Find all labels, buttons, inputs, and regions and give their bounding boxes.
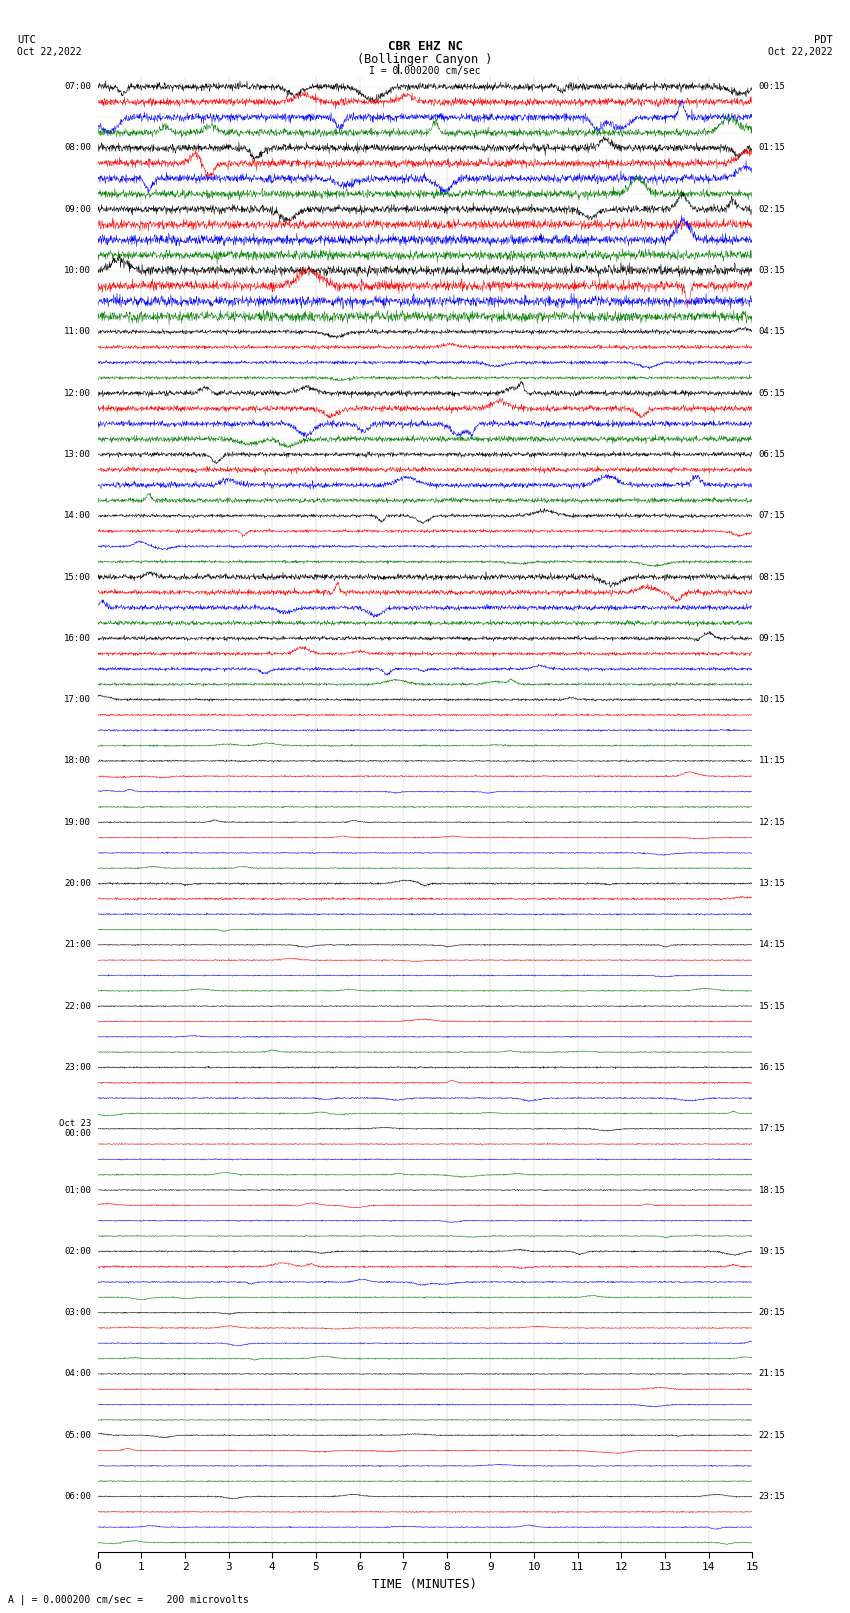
Text: 20:15: 20:15 (759, 1308, 785, 1318)
Text: 21:00: 21:00 (65, 940, 91, 950)
Text: 16:15: 16:15 (759, 1063, 785, 1073)
Text: 15:15: 15:15 (759, 1002, 785, 1011)
Text: 22:15: 22:15 (759, 1431, 785, 1440)
Text: 16:00: 16:00 (65, 634, 91, 644)
Text: 02:00: 02:00 (65, 1247, 91, 1257)
Text: PDT: PDT (814, 35, 833, 45)
Text: 12:00: 12:00 (65, 389, 91, 398)
Text: 17:00: 17:00 (65, 695, 91, 705)
Text: 12:15: 12:15 (759, 818, 785, 827)
Text: 08:00: 08:00 (65, 144, 91, 152)
Text: 23:00: 23:00 (65, 1063, 91, 1073)
Text: 05:15: 05:15 (759, 389, 785, 398)
Text: UTC: UTC (17, 35, 36, 45)
Text: I = 0.000200 cm/sec: I = 0.000200 cm/sec (369, 66, 481, 76)
Text: 17:15: 17:15 (759, 1124, 785, 1134)
Text: 21:15: 21:15 (759, 1369, 785, 1379)
Text: 01:00: 01:00 (65, 1186, 91, 1195)
Text: 09:00: 09:00 (65, 205, 91, 213)
Text: 09:15: 09:15 (759, 634, 785, 644)
Text: Oct 22,2022: Oct 22,2022 (17, 47, 82, 56)
Text: 15:00: 15:00 (65, 573, 91, 582)
Text: 02:15: 02:15 (759, 205, 785, 213)
Text: CBR EHZ NC: CBR EHZ NC (388, 40, 462, 53)
Text: 03:00: 03:00 (65, 1308, 91, 1318)
Text: 04:00: 04:00 (65, 1369, 91, 1379)
Text: 11:00: 11:00 (65, 327, 91, 337)
Text: 05:00: 05:00 (65, 1431, 91, 1440)
Text: 10:15: 10:15 (759, 695, 785, 705)
Text: 13:00: 13:00 (65, 450, 91, 460)
Text: 18:00: 18:00 (65, 756, 91, 766)
Text: 00:15: 00:15 (759, 82, 785, 90)
Text: 03:15: 03:15 (759, 266, 785, 276)
Text: Oct 22,2022: Oct 22,2022 (768, 47, 833, 56)
X-axis label: TIME (MINUTES): TIME (MINUTES) (372, 1578, 478, 1590)
Text: Oct 23
00:00: Oct 23 00:00 (59, 1119, 91, 1139)
Text: 14:15: 14:15 (759, 940, 785, 950)
Text: 22:00: 22:00 (65, 1002, 91, 1011)
Text: 06:00: 06:00 (65, 1492, 91, 1502)
Text: 18:15: 18:15 (759, 1186, 785, 1195)
Text: 20:00: 20:00 (65, 879, 91, 889)
Text: 08:15: 08:15 (759, 573, 785, 582)
Text: 07:00: 07:00 (65, 82, 91, 90)
Text: 11:15: 11:15 (759, 756, 785, 766)
Text: 01:15: 01:15 (759, 144, 785, 152)
Text: 23:15: 23:15 (759, 1492, 785, 1502)
Text: A | = 0.000200 cm/sec =    200 microvolts: A | = 0.000200 cm/sec = 200 microvolts (8, 1594, 249, 1605)
Text: 04:15: 04:15 (759, 327, 785, 337)
Text: (Bollinger Canyon ): (Bollinger Canyon ) (357, 53, 493, 66)
Text: 13:15: 13:15 (759, 879, 785, 889)
Text: 07:15: 07:15 (759, 511, 785, 521)
Text: 19:00: 19:00 (65, 818, 91, 827)
Text: 10:00: 10:00 (65, 266, 91, 276)
Text: 06:15: 06:15 (759, 450, 785, 460)
Text: 14:00: 14:00 (65, 511, 91, 521)
Text: 19:15: 19:15 (759, 1247, 785, 1257)
